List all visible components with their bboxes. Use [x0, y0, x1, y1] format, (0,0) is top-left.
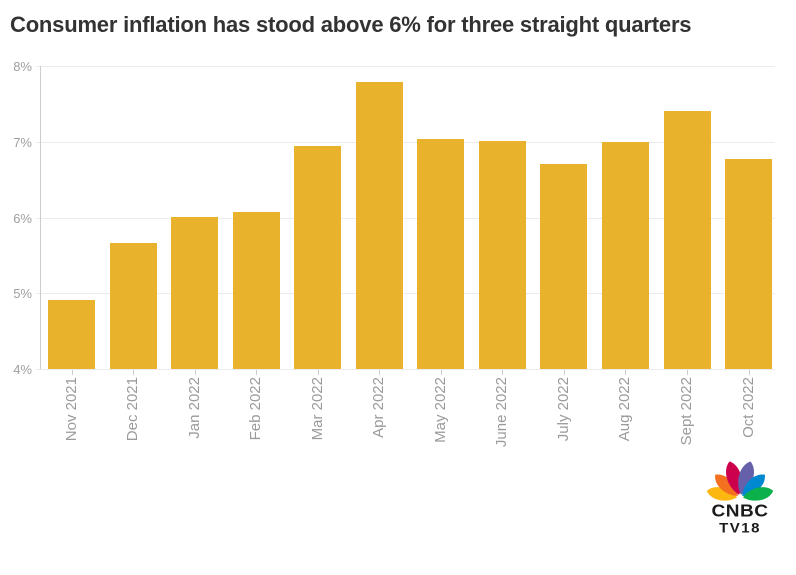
peacock-feather	[742, 487, 774, 501]
gridline-5%	[36, 293, 775, 295]
y-axis-label: 6%	[13, 210, 32, 226]
peacock-feather	[706, 487, 738, 501]
peacock-feather	[742, 474, 765, 496]
x-axis-label: Jan 2022	[185, 377, 203, 439]
x-axis-tick	[625, 370, 627, 375]
bar-nov-2021	[48, 300, 95, 369]
gridline-6%	[36, 217, 775, 219]
y-axis-label: 5%	[13, 286, 32, 302]
peacock-feather	[738, 461, 754, 495]
bar-may-2022	[417, 138, 465, 369]
y-axis-label: 4%	[13, 362, 32, 377]
bar-mar-2022	[294, 145, 342, 369]
bar-oct-2022	[725, 159, 773, 369]
bar-dec-2021	[109, 243, 157, 369]
gridline-4%	[36, 369, 775, 370]
cnbc-tv18-logo: CNBC TV18	[698, 456, 782, 537]
gridline-8%	[36, 66, 775, 67]
x-axis-label: May 2022	[431, 377, 449, 443]
bar-jan-2022	[171, 216, 219, 369]
logo-text-tv18: TV18	[719, 520, 761, 537]
x-axis-tick	[379, 370, 381, 375]
bar-sept-2022	[663, 110, 711, 369]
x-axis-label: Sept 2022	[678, 377, 695, 446]
x-axis-tick	[502, 370, 504, 375]
x-axis-tick	[71, 370, 73, 375]
x-axis-tick	[687, 370, 688, 375]
bar-june-2022	[478, 140, 526, 369]
x-axis-label: Dec 2021	[124, 377, 142, 442]
x-axis-tick	[440, 370, 442, 375]
x-axis-label: Oct 2022	[739, 377, 757, 438]
x-axis-tick	[748, 370, 750, 375]
y-axis-line	[40, 66, 41, 369]
bar-july-2022	[540, 163, 588, 369]
peacock-feather	[715, 474, 738, 496]
peacock-feather	[726, 461, 742, 495]
x-axis-label: Apr 2022	[370, 377, 388, 438]
x-axis-label: July 2022	[554, 377, 572, 442]
chart-title: Consumer inflation has stood above 6% fo…	[10, 12, 692, 37]
y-axis-label: 7%	[13, 134, 32, 150]
x-axis-label: Feb 2022	[247, 377, 265, 441]
logo-text-cnbc: CNBC	[711, 501, 769, 522]
y-axis-label: 8%	[13, 59, 32, 74]
bar-feb-2022	[232, 212, 280, 369]
x-axis-label: Aug 2022	[616, 377, 634, 442]
x-axis-tick	[317, 370, 319, 375]
bar-apr-2022	[355, 81, 403, 369]
gridline-7%	[36, 141, 775, 143]
x-axis-label: Nov 2021	[62, 377, 80, 442]
x-axis-tick	[256, 370, 258, 375]
x-axis-label: Mar 2022	[308, 377, 326, 441]
x-axis-tick	[194, 370, 196, 375]
peacock-icon	[706, 461, 774, 501]
x-axis-tick	[133, 370, 135, 375]
bar-aug-2022	[601, 141, 649, 369]
x-axis-label: June 2022	[493, 377, 511, 448]
x-axis-tick	[563, 370, 565, 375]
